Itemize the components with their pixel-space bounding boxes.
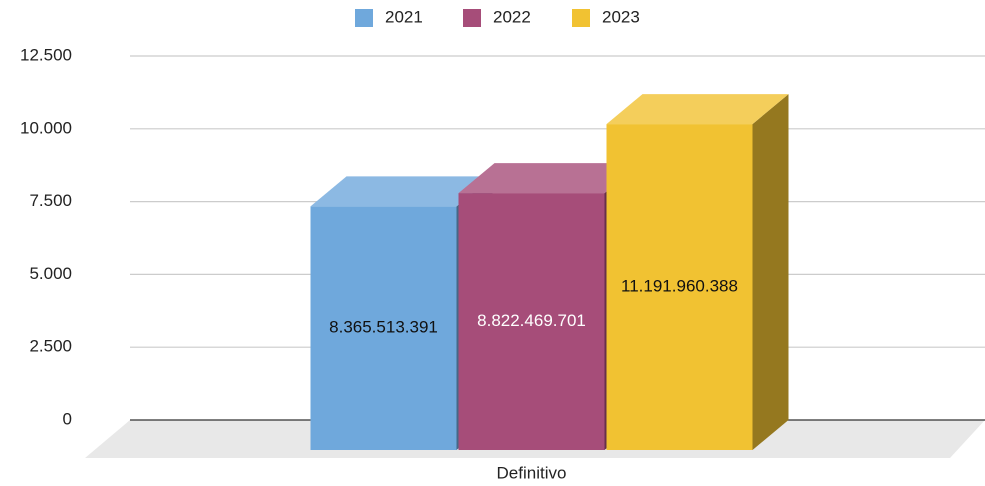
bar — [606, 124, 753, 450]
data-label: 8.365.513.391 — [329, 318, 438, 337]
y-tick-label: 12.500 — [20, 45, 72, 64]
bar-top — [458, 163, 641, 194]
y-tick-label: 2.500 — [29, 337, 72, 356]
y-tick-label: 10.000 — [20, 118, 72, 137]
legend-swatch — [572, 9, 590, 27]
y-tick-label: 0 — [63, 409, 72, 428]
data-label: 8.822.469.701 — [477, 311, 586, 330]
legend-label: 2021 — [385, 7, 423, 26]
bar — [310, 206, 457, 450]
legend-label: 2023 — [602, 7, 640, 26]
legend-swatch — [463, 9, 481, 27]
bar-top — [310, 176, 493, 207]
y-tick-label: 5.000 — [29, 264, 72, 283]
data-label: 11.191.960.388 — [621, 277, 738, 296]
bar — [458, 193, 605, 451]
x-tick-label: Definitivo — [497, 463, 567, 482]
bar-top — [606, 94, 789, 125]
legend-label: 2022 — [493, 7, 531, 26]
legend-swatch — [355, 9, 373, 27]
bar-side — [752, 94, 789, 450]
y-tick-label: 7.500 — [29, 191, 72, 210]
